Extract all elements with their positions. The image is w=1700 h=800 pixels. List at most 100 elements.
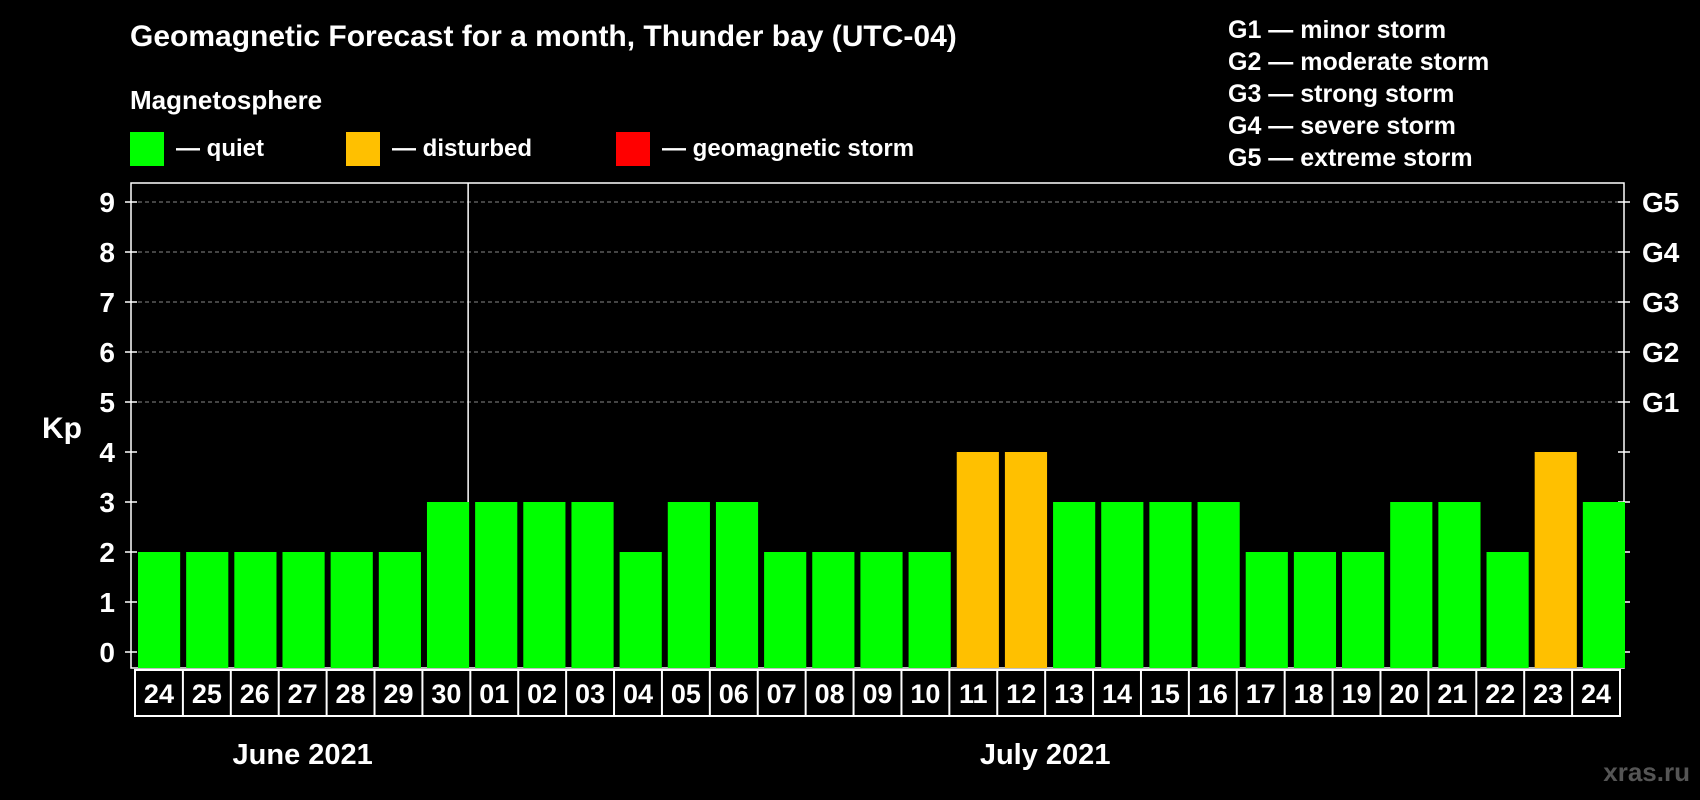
g-legend-g2: G2 — moderate storm (1228, 48, 1490, 76)
bar (426, 502, 470, 668)
x-tick-label: 27 (288, 679, 318, 709)
x-tick-label: 16 (1198, 679, 1228, 709)
y-tick-label: 2 (99, 537, 115, 568)
x-tick-label: 07 (767, 679, 797, 709)
legend-swatch-quiet (130, 132, 164, 166)
x-tick-label: 23 (1533, 679, 1563, 709)
bar (523, 502, 566, 668)
y-axis-label: Kp (42, 412, 82, 445)
x-tick-label: 29 (383, 679, 413, 709)
x-tick-label: 24 (144, 679, 174, 709)
x-tick-label: 08 (815, 679, 845, 709)
y-tick-label: 1 (99, 587, 115, 618)
x-tick-label: 02 (527, 679, 557, 709)
g-axis-label: G2 (1642, 337, 1679, 368)
watermark: xras.ru (1603, 757, 1690, 787)
bar (378, 552, 421, 668)
bar (234, 552, 277, 668)
x-tick-label: 13 (1054, 679, 1084, 709)
bar (1342, 552, 1385, 668)
g-legend-g1: G1 — minor storm (1228, 16, 1447, 44)
bar (1534, 452, 1577, 668)
legend-label-storm: — geomagnetic storm (662, 135, 915, 162)
bar (282, 552, 325, 668)
x-tick-label: 11 (959, 679, 988, 709)
bar (908, 552, 951, 668)
bar (667, 502, 710, 668)
y-tick-label: 0 (99, 637, 115, 668)
x-tick-label: 30 (431, 679, 461, 709)
bar (715, 502, 759, 668)
y-tick-label: 8 (99, 237, 115, 268)
bar (1101, 502, 1144, 668)
bar (956, 452, 999, 668)
x-tick-label: 17 (1246, 679, 1276, 709)
bar (1582, 502, 1625, 668)
x-tick-label: 05 (671, 679, 701, 709)
legend-item-storm: — geomagnetic storm (616, 132, 914, 166)
x-tick-label: 14 (1102, 679, 1132, 709)
g-axis-label: G4 (1642, 237, 1680, 268)
bar (619, 552, 662, 668)
bar (1245, 552, 1288, 668)
g-axis-label: G3 (1642, 287, 1679, 318)
x-tick-label: 19 (1342, 679, 1372, 709)
bar (475, 502, 518, 668)
g-legend-g5: G5 — extreme storm (1228, 144, 1473, 172)
bar (1438, 502, 1481, 668)
x-tick-label: 10 (910, 679, 940, 709)
g-legend-g4: G4 — severe storm (1228, 112, 1456, 140)
bar (1293, 552, 1337, 668)
legend-label-quiet: — quiet (176, 135, 264, 162)
y-tick-label: 3 (99, 487, 115, 518)
bar (138, 552, 181, 668)
x-tick-label: 18 (1294, 679, 1324, 709)
y-tick-label: 7 (99, 287, 115, 318)
x-tick-label: 25 (192, 679, 222, 709)
legend-item-quiet: — quiet (130, 132, 264, 166)
g-scale-legend: G1 — minor storm G2 — moderate storm G3 … (1228, 14, 1489, 174)
bar (1149, 502, 1192, 668)
x-tick-label: 28 (336, 679, 366, 709)
bar (1486, 552, 1529, 668)
month-label-july: July 2021 (980, 739, 1111, 771)
y-tick-label: 6 (99, 337, 115, 368)
chart-title: Geomagnetic Forecast for a month, Thunde… (130, 20, 957, 53)
legend-subtitle: Magnetosphere (130, 85, 323, 115)
g-legend-g3: G3 — strong storm (1228, 80, 1455, 108)
bar (571, 502, 614, 668)
g-axis-label: G1 (1642, 387, 1679, 418)
legend-swatch-storm (616, 132, 650, 166)
bar (1390, 502, 1433, 668)
x-tick-label: 01 (479, 679, 509, 709)
bar (186, 552, 229, 668)
bar (1004, 452, 1048, 668)
x-tick-label: 21 (1437, 679, 1467, 709)
y-tick-label: 9 (99, 187, 115, 218)
bar (1197, 502, 1240, 668)
x-tick-label: 20 (1389, 679, 1419, 709)
bar (860, 552, 903, 668)
legend-swatch-disturbed (346, 132, 380, 166)
y-tick-label: 4 (99, 437, 115, 468)
x-tick-label: 15 (1150, 679, 1180, 709)
x-tick-label: 22 (1485, 679, 1515, 709)
x-tick-label: 06 (719, 679, 749, 709)
bar (812, 552, 855, 668)
x-tick-label: 12 (1006, 679, 1036, 709)
x-tick-label: 04 (623, 679, 653, 709)
date-axis-frame (134, 669, 1621, 717)
x-tick-label: 03 (575, 679, 605, 709)
x-tick-label: 26 (240, 679, 270, 709)
g-axis-label: G5 (1642, 187, 1679, 218)
month-label-june: June 2021 (233, 739, 373, 771)
bar (764, 552, 807, 668)
bar (330, 552, 373, 668)
x-tick-label: 09 (862, 679, 892, 709)
legend-label-disturbed: — disturbed (392, 135, 533, 162)
bar (1053, 502, 1096, 668)
legend-item-disturbed: — disturbed (346, 132, 532, 166)
y-tick-label: 5 (99, 387, 115, 418)
x-tick-label: 24 (1581, 679, 1611, 709)
